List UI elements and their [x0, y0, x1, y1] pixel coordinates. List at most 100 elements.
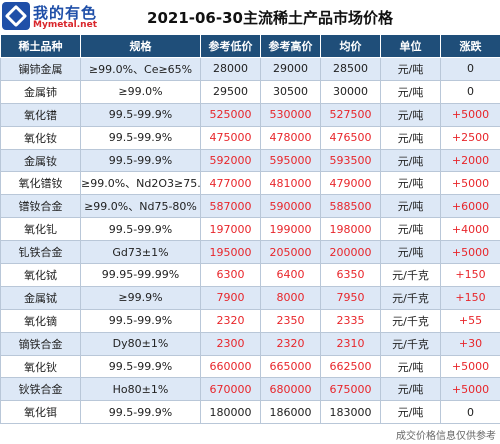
header: 我的有色 Mymetal.net 2021-06-30主流稀土产品市场价格	[0, 0, 500, 34]
cell-unit: 元/吨	[380, 194, 441, 219]
table-row: 钆铁合金 Gd73±1% 195000 205000 200000 元/吨 +5000	[0, 240, 500, 265]
cell-unit: 元/吨	[380, 148, 441, 173]
cell-avg: 30000	[320, 79, 381, 104]
cell-change: +150	[440, 285, 500, 310]
cell-spec: ≥99.9%	[80, 285, 201, 310]
cell-avg: 2310	[320, 331, 381, 356]
cell-change: +5000	[440, 240, 500, 265]
cell-avg: 662500	[320, 354, 381, 379]
column-header-unit: 单位	[380, 34, 441, 58]
cell-spec: 99.5-99.9%	[80, 148, 201, 173]
cell-low: 29500	[200, 79, 261, 104]
cell-spec: Ho80±1%	[80, 377, 201, 402]
cell-high: 205000	[260, 240, 321, 265]
cell-name: 钬铁合金	[0, 377, 81, 402]
cell-unit: 元/吨	[380, 125, 441, 150]
cell-name: 氧化铽	[0, 263, 81, 287]
cell-name: 氧化镨钕	[0, 171, 81, 196]
cell-unit: 元/吨	[380, 354, 441, 379]
cell-spec: Gd73±1%	[80, 240, 201, 265]
cell-unit: 元/吨	[380, 57, 441, 81]
cell-avg: 588500	[320, 194, 381, 219]
table-row: 金属铽 ≥99.9% 7900 8000 7950 元/千克 +150	[0, 285, 500, 310]
cell-change: +2500	[440, 125, 500, 150]
table-row: 镨钕合金 ≥99.0%、Nd75-80% 587000 590000 588500 元/吨…	[0, 194, 500, 219]
cell-spec: 99.5-99.9%	[80, 354, 201, 379]
cell-high: 595000	[260, 148, 321, 173]
cell-unit: 元/吨	[380, 377, 441, 402]
table-body: 镧铈金属 ≥99.0%、Ce≥65% 28000 29000 28500 元/吨 0 金属铈 ≥…	[0, 57, 500, 425]
cell-avg: 2335	[320, 308, 381, 333]
column-header-spec: 规格	[80, 34, 201, 58]
cell-change: +5000	[440, 354, 500, 379]
cell-high: 8000	[260, 285, 321, 310]
cell-high: 186000	[260, 400, 321, 425]
cell-name: 氧化镨	[0, 102, 81, 127]
cell-unit: 元/吨	[380, 171, 441, 196]
cell-unit: 元/吨	[380, 400, 441, 425]
price-table: 稀土品种 规格 参考低价 参考高价 均价 单位 涨跌 镧铈金属 ≥99.0%、Ce…	[0, 34, 500, 425]
cell-change: +4000	[440, 217, 500, 242]
cell-spec: ≥99.0%、Ce≥65%	[80, 57, 201, 81]
cell-low: 195000	[200, 240, 261, 265]
cell-low: 2300	[200, 331, 261, 356]
cell-low: 7900	[200, 285, 261, 310]
logo-name-en: Mymetal.net	[33, 20, 97, 30]
cell-change: +5000	[440, 171, 500, 196]
table-row: 金属铈 ≥99.0% 29500 30500 30000 元/吨 0	[0, 79, 500, 104]
cell-change: 0	[440, 400, 500, 425]
cell-name: 氧化镝	[0, 308, 81, 333]
table-row: 氧化钬 99.5-99.9% 660000 665000 662500 元/吨 +5000	[0, 354, 500, 379]
cell-spec: Dy80±1%	[80, 331, 201, 356]
cell-avg: 200000	[320, 240, 381, 265]
cell-avg: 675000	[320, 377, 381, 402]
cell-high: 478000	[260, 125, 321, 150]
cell-avg: 183000	[320, 400, 381, 425]
column-header-high: 参考高价	[260, 34, 321, 58]
cell-unit: 元/吨	[380, 217, 441, 242]
logo: 我的有色 Mymetal.net	[2, 2, 106, 32]
cell-high: 2350	[260, 308, 321, 333]
cell-change: +55	[440, 308, 500, 333]
cell-low: 525000	[200, 102, 261, 127]
column-header-name: 稀土品种	[0, 34, 81, 58]
cell-name: 氧化钆	[0, 217, 81, 242]
cell-unit: 元/吨	[380, 79, 441, 104]
column-header-low: 参考低价	[200, 34, 261, 58]
cell-avg: 593500	[320, 148, 381, 173]
cell-high: 590000	[260, 194, 321, 219]
cell-spec: 99.5-99.9%	[80, 308, 201, 333]
table-row: 氧化镨钕≥99.0%、Nd2O3≥75.0%477000481000479000…	[0, 171, 500, 196]
table-row: 氧化铽 99.95-99.99% 6300 6400 6350 元/千克 +150	[0, 263, 500, 287]
cell-name: 氧化铒	[0, 400, 81, 425]
cell-high: 665000	[260, 354, 321, 379]
table-row: 氧化钕 99.5-99.9% 475000 478000 476500 元/吨 +2500	[0, 125, 500, 150]
cell-avg: 6350	[320, 263, 381, 287]
column-header-avg: 均价	[320, 34, 381, 58]
cell-low: 670000	[200, 377, 261, 402]
page-title: 2021-06-30主流稀土产品市场价格	[147, 9, 393, 27]
cell-unit: 元/千克	[380, 263, 441, 287]
cell-high: 530000	[260, 102, 321, 127]
cell-name: 金属铈	[0, 79, 81, 104]
cell-change: +2000	[440, 148, 500, 173]
cell-change: +5000	[440, 377, 500, 402]
cell-change: 0	[440, 57, 500, 81]
cell-change: 0	[440, 79, 500, 104]
cell-spec: 99.95-99.99%	[80, 263, 201, 287]
cell-change: +6000	[440, 194, 500, 219]
cell-high: 481000	[260, 171, 321, 196]
cell-low: 477000	[200, 171, 261, 196]
cell-spec: ≥99.0%、Nd75-80%	[80, 194, 201, 219]
cell-avg: 198000	[320, 217, 381, 242]
table-header-row: 稀土品种 规格 参考低价 参考高价 均价 单位 涨跌	[0, 34, 500, 58]
cell-unit: 元/千克	[380, 308, 441, 333]
cell-name: 钆铁合金	[0, 240, 81, 265]
cell-unit: 元/千克	[380, 331, 441, 356]
cell-name: 金属铽	[0, 285, 81, 310]
cell-high: 30500	[260, 79, 321, 104]
cell-low: 660000	[200, 354, 261, 379]
cell-name: 金属钕	[0, 148, 81, 173]
cell-high: 2320	[260, 331, 321, 356]
cell-change: +5000	[440, 102, 500, 127]
